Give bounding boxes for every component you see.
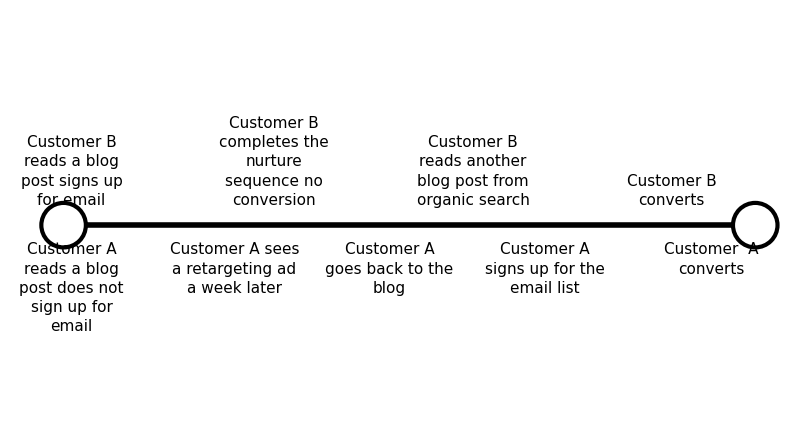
Text: Customer A
reads a blog
post does not
sign up for
email: Customer A reads a blog post does not si… [19,242,124,334]
Text: Customer B
completes the
nurture
sequence no
conversion: Customer B completes the nurture sequenc… [219,116,329,208]
Text: Customer  A
converts: Customer A converts [665,242,758,277]
Text: Customer A sees
a retargeting ad
a week later: Customer A sees a retargeting ad a week … [170,242,299,296]
Text: Customer A
goes back to the
blog: Customer A goes back to the blog [325,242,454,296]
Text: Customer B
reads a blog
post signs up
for email: Customer B reads a blog post signs up fo… [21,135,122,208]
Ellipse shape [733,203,778,247]
Text: Customer B
reads another
blog post from
organic search: Customer B reads another blog post from … [417,135,529,208]
Text: Customer B
converts: Customer B converts [627,174,716,208]
Text: Customer A
signs up for the
email list: Customer A signs up for the email list [485,242,604,296]
Ellipse shape [41,203,86,247]
